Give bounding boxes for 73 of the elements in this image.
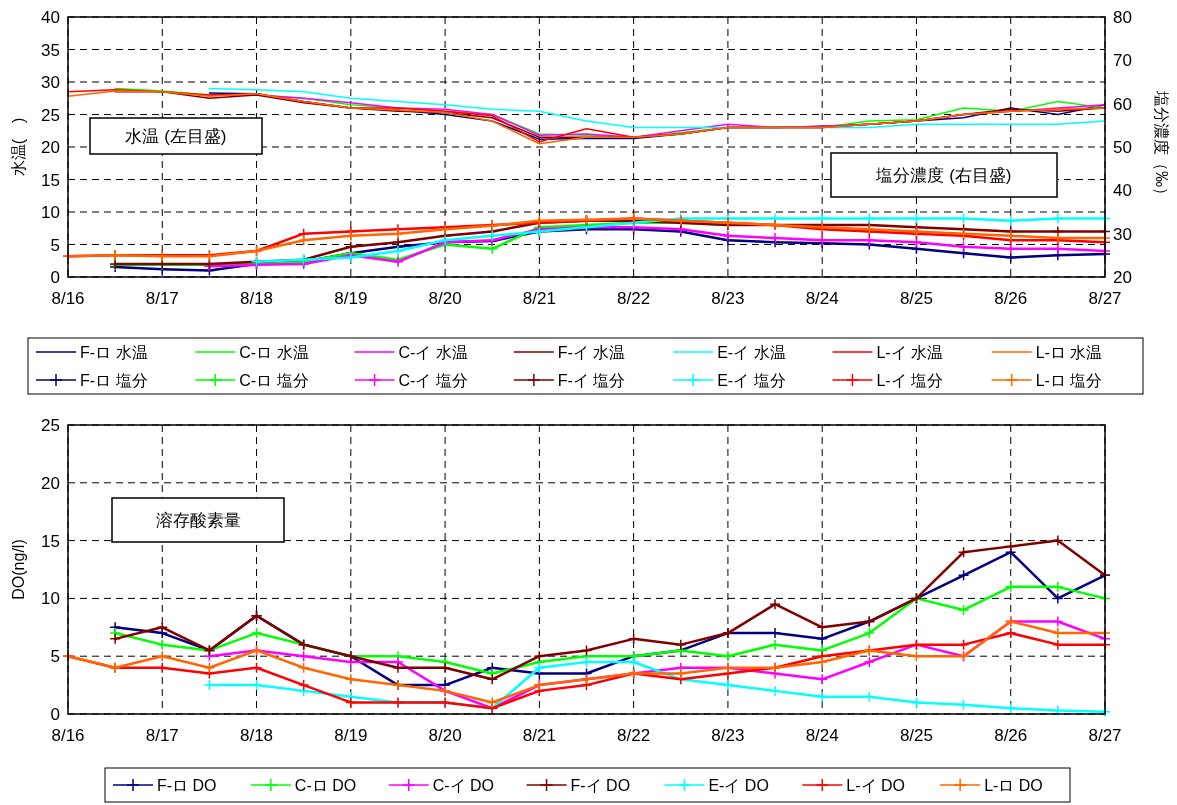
- x-tick-label: 8/22: [617, 289, 651, 308]
- legend-label: F-イ 水温: [557, 344, 626, 361]
- y2-tick-label: 60: [1113, 94, 1132, 114]
- y2-tick-label: 70: [1113, 51, 1132, 71]
- legend-label: E-イ 塩分: [717, 372, 786, 389]
- y-tick-label: 30: [41, 73, 60, 92]
- y-tick-label: 0: [50, 268, 60, 287]
- y-tick-label: 20: [41, 138, 60, 157]
- legend-label: F-イ DO: [570, 777, 631, 794]
- y-tick-label: 0: [50, 705, 60, 724]
- legend-label: C-イ 水温: [398, 344, 468, 361]
- y-tick-label: 20: [41, 473, 60, 493]
- annotation: 溶存酸素量: [155, 511, 241, 530]
- x-tick-label: 8/16: [51, 726, 85, 745]
- legend-label: C-イ 塩分: [398, 372, 468, 389]
- x-tick-label: 8/17: [145, 726, 179, 745]
- y-tick-label: 35: [41, 40, 60, 60]
- x-tick-label: 8/20: [428, 289, 462, 308]
- legend-label: C-ロ 塩分: [239, 372, 309, 389]
- x-tick-label: 8/25: [899, 289, 933, 308]
- legend-label: L-ロ 塩分: [1035, 372, 1103, 389]
- y2-tick-label: 80: [1113, 8, 1132, 27]
- x-tick-label: 8/20: [428, 726, 462, 745]
- x-tick-label: 8/24: [805, 726, 839, 745]
- x-tick-label: 8/26: [994, 289, 1028, 308]
- y2-tick-label: 50: [1113, 138, 1132, 157]
- x-tick-label: 8/19: [334, 726, 368, 745]
- x-tick-label: 8/18: [240, 289, 274, 308]
- y-tick-label: 40: [41, 8, 60, 27]
- y2-axis-title: 塩分濃度（‰）: [1153, 90, 1170, 203]
- y-tick-label: 5: [50, 647, 60, 667]
- y-tick-label: 15: [41, 170, 60, 190]
- x-tick-label: 8/17: [145, 289, 179, 308]
- y-tick-label: 10: [41, 203, 60, 222]
- x-tick-label: 8/23: [711, 289, 745, 308]
- x-tick-label: 8/16: [51, 289, 85, 308]
- legend-label: E-イ DO: [708, 777, 769, 794]
- legend-label: C-イ DO: [432, 777, 495, 794]
- x-tick-label: 8/18: [240, 726, 274, 745]
- legend-label: L-イ 塩分: [876, 372, 944, 389]
- y2-tick-label: 40: [1113, 181, 1132, 201]
- legend-label: L-ロ DO: [984, 777, 1043, 794]
- x-tick-label: 8/21: [522, 726, 556, 745]
- legend-label: F-イ 塩分: [557, 372, 626, 389]
- legend-label: L-イ DO: [846, 777, 905, 794]
- x-tick-label: 8/25: [899, 726, 933, 745]
- x-tick-label: 8/27: [1088, 726, 1122, 745]
- legend-label: E-イ 水温: [717, 344, 786, 361]
- legend-label: L-ロ 水温: [1035, 344, 1103, 361]
- x-tick-label: 8/19: [334, 289, 368, 308]
- y-tick-label: 15: [41, 531, 60, 551]
- x-tick-label: 8/27: [1088, 289, 1122, 308]
- y-tick-label: 10: [41, 589, 60, 609]
- annotation: 水温 (左目盛): [125, 127, 227, 146]
- legend-label: F-ロ 水温: [80, 344, 148, 361]
- y2-tick-label: 30: [1113, 224, 1132, 244]
- y2-tick-label: 20: [1113, 268, 1132, 287]
- legend-label: C-ロ 水温: [239, 344, 309, 361]
- legend-label: F-ロ DO: [157, 777, 217, 794]
- x-tick-label: 8/21: [522, 289, 556, 308]
- y-tick-label: 5: [50, 235, 60, 255]
- y-tick-label: 25: [41, 416, 60, 435]
- x-tick-label: 8/22: [617, 726, 651, 745]
- x-tick-label: 8/23: [711, 726, 745, 745]
- y-axis-title: 水温( ): [10, 117, 27, 177]
- y-tick-label: 25: [41, 105, 60, 125]
- x-tick-label: 8/26: [994, 726, 1028, 745]
- y-axis-title: DO(ng/l): [10, 539, 27, 600]
- legend-label: C-ロ DO: [294, 777, 357, 794]
- x-tick-label: 8/24: [805, 289, 839, 308]
- legend-label: L-イ 水温: [876, 344, 944, 361]
- annotation: 塩分濃度 (右目盛): [875, 166, 1012, 185]
- legend-label: F-ロ 塩分: [80, 372, 148, 389]
